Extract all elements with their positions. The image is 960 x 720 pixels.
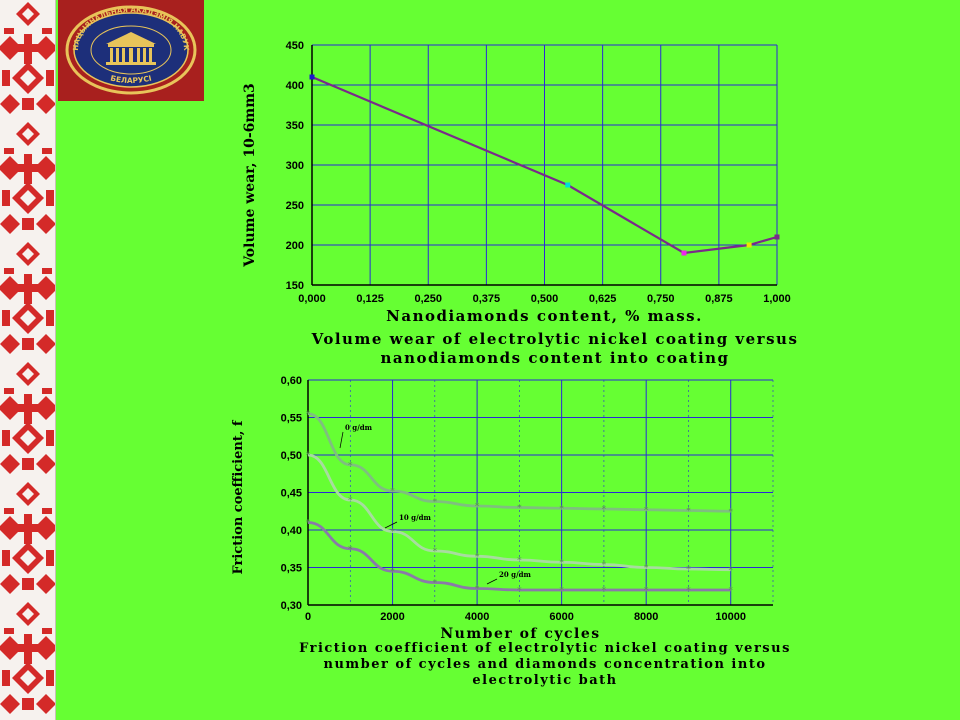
data-point xyxy=(681,250,687,256)
friction-chart: 0 2000 4000 6000 8000 10000 0,30 0,35 0,40 0,45 0,… xyxy=(231,375,774,642)
data-point: * xyxy=(475,502,480,512)
friction-series-line xyxy=(307,412,731,513)
y-tick-label: 200 xyxy=(286,240,304,252)
data-point: * xyxy=(348,545,353,555)
y-tick-label: 0,50 xyxy=(281,450,302,462)
x-tick-label: 0,500 xyxy=(531,293,559,305)
x-tick-label: 1,000 xyxy=(763,293,791,305)
data-point: * xyxy=(602,505,607,515)
data-point: * xyxy=(644,564,649,574)
data-point: * xyxy=(517,504,522,514)
data-point: * xyxy=(475,585,480,595)
data-point: * xyxy=(306,451,311,461)
data-point: * xyxy=(433,498,438,508)
y-tick-label: 0,40 xyxy=(281,525,302,537)
data-point: * xyxy=(602,561,607,571)
svg-text:БЕЛАРУСІ: БЕЛАРУСІ xyxy=(110,74,153,86)
y-tick-label: 150 xyxy=(286,280,304,292)
x-tick-label: 8000 xyxy=(634,611,658,623)
data-point: * xyxy=(644,506,649,516)
data-point: * xyxy=(686,586,691,596)
data-point: * xyxy=(390,567,395,577)
x-tick-label: 0,875 xyxy=(705,293,733,305)
data-point xyxy=(774,234,780,240)
x-tick-label: 0,000 xyxy=(298,293,326,305)
x-tick-label: 0,750 xyxy=(647,293,675,305)
data-point: * xyxy=(517,586,522,596)
data-point: * xyxy=(728,566,733,576)
x-axis-label: Number of cycles xyxy=(440,626,600,642)
y-tick-label: 450 xyxy=(286,40,304,52)
x-tick-label: 0,125 xyxy=(356,293,384,305)
friction-caption: Friction coefficient of electrolytic nic… xyxy=(299,641,791,688)
emblem-text-bottom: БЕЛАРУСІ xyxy=(110,74,153,86)
data-point: * xyxy=(348,496,353,506)
data-point xyxy=(309,74,315,80)
y-tick-label: 0,30 xyxy=(281,600,302,612)
x-tick-label: 10000 xyxy=(715,611,746,623)
x-tick-label: 0,250 xyxy=(414,293,442,305)
friction-series-line xyxy=(307,453,731,572)
y-tick-label: 0,60 xyxy=(281,375,302,387)
data-point: * xyxy=(728,586,733,596)
series-label: 0 g/dm xyxy=(345,423,373,432)
data-point: * xyxy=(348,461,353,471)
data-point: * xyxy=(306,410,311,420)
data-point: * xyxy=(602,586,607,596)
annotation-leader xyxy=(339,431,344,449)
x-tick-label: 0,625 xyxy=(589,293,617,305)
data-point: * xyxy=(728,507,733,517)
x-tick-label: 4000 xyxy=(465,611,489,623)
y-axis-label: Volume wear, 10-6mm3 xyxy=(242,83,258,268)
data-point: * xyxy=(306,519,311,529)
y-axis-label: Friction coefficient, f xyxy=(231,419,246,574)
data-point: * xyxy=(517,556,522,566)
y-tick-label: 350 xyxy=(286,120,304,132)
data-point: * xyxy=(644,586,649,596)
y-tick-label: 400 xyxy=(286,80,304,92)
data-point: * xyxy=(686,507,691,517)
x-tick-label: 2000 xyxy=(380,611,404,623)
data-point: * xyxy=(433,579,438,589)
data-point xyxy=(746,242,752,248)
data-point xyxy=(565,182,571,188)
y-tick-label: 0,55 xyxy=(281,413,302,425)
volume-wear-caption: Volume wear of electrolytic nickel coati… xyxy=(311,330,799,367)
series-label: 20 g/dm xyxy=(499,570,532,579)
annotation-leader xyxy=(486,578,498,585)
annotation-leader xyxy=(384,521,398,529)
y-tick-label: 0,45 xyxy=(281,488,302,500)
x-tick-label: 0,375 xyxy=(473,293,501,305)
series-label: 10 g/dm xyxy=(399,513,432,522)
data-point: * xyxy=(433,547,438,557)
x-tick-label: 6000 xyxy=(549,611,573,623)
data-point: * xyxy=(559,558,564,568)
ornament-border xyxy=(0,0,56,720)
y-tick-label: 300 xyxy=(286,160,304,172)
y-tick-label: 0,35 xyxy=(281,563,302,575)
data-point: * xyxy=(686,565,691,575)
data-point: * xyxy=(559,586,564,596)
volume-wear-chart: 0,000 0,125 0,250 0,375 0,500 0,625 0,750 0,875… xyxy=(242,40,791,325)
x-axis-label: Nanodiamonds content, % mass. xyxy=(386,307,703,325)
x-tick-label: 0 xyxy=(305,611,311,623)
academy-logo: НАЦЫЯНАЛЬНАЯ АКАДЭМІЯ НАВУК БЕЛАРУСІ xyxy=(65,5,197,95)
friction-series-line xyxy=(307,521,731,592)
data-point: * xyxy=(559,504,564,514)
academy-emblem: НАЦЫЯНАЛЬНАЯ АКАДЭМІЯ НАВУК БЕЛАРУСІ xyxy=(58,0,204,101)
data-point: * xyxy=(390,487,395,497)
data-point: * xyxy=(475,552,480,562)
y-tick-label: 250 xyxy=(286,200,304,212)
data-point: * xyxy=(390,528,395,538)
